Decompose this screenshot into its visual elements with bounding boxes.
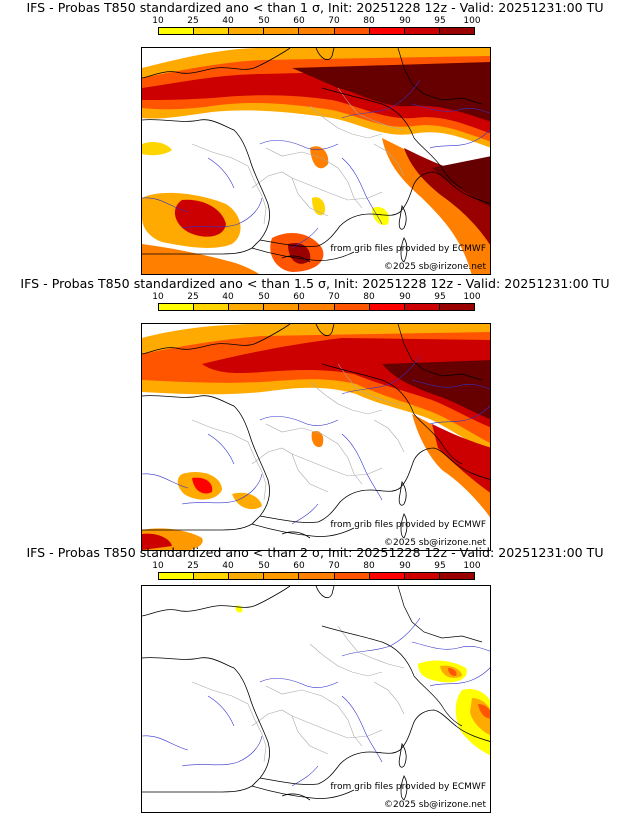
colorbar-tick: 70 [328,292,340,302]
panel-2: IFS - Probas T850 standardized ano < tha… [0,276,630,552]
colorbar-segment [299,573,335,579]
colorbar-bar [158,303,475,311]
colorbar-segment [334,573,370,579]
map-canvas [142,48,490,274]
map-canvas [142,324,490,550]
colorbar-tick: 100 [463,16,481,26]
colorbar-segment [439,304,474,310]
colorbar-tick: 10 [152,16,164,26]
probability-map: from grib files provided by ECMWF ©2025 … [141,47,491,275]
colorbar-segment [334,304,370,310]
colorbar-tick: 10 [152,292,164,302]
colorbar-segment [404,573,440,579]
colorbar-ticks: 10 25 40 50 60 70 80 90 95 100 [152,292,480,302]
colorbar-tick: 25 [187,16,199,26]
colorbar-tick: 80 [363,561,375,571]
colorbar: 10 25 40 50 60 70 80 90 95 100 [152,292,481,316]
colorbar-tick: 70 [328,561,340,571]
colorbar-ticks: 10 25 40 50 60 70 80 90 95 100 [152,16,480,26]
colorbar-tick: 100 [463,292,481,302]
colorbar-tick: 25 [187,561,199,571]
colorbar: 10 25 40 50 60 70 80 90 95 100 [152,16,481,40]
panel-3: IFS - Probas T850 standardized ano < tha… [0,545,630,821]
panel-title: IFS - Probas T850 standardized ano < tha… [26,545,604,560]
colorbar-tick: 90 [399,16,411,26]
probability-field [235,605,490,756]
panel-title: IFS - Probas T850 standardized ano < tha… [26,0,604,15]
colorbar-tick: 40 [222,16,234,26]
panel-title: IFS - Probas T850 standardized ano < tha… [20,276,610,291]
colorbar-segment [299,304,335,310]
colorbar-segment [264,28,300,34]
colorbar-segment [334,28,370,34]
colorbar-segment [159,573,195,579]
colorbar-tick: 70 [328,16,340,26]
colorbar-segment [229,304,265,310]
probability-field [142,324,490,550]
probability-map: from grib files provided by ECMWF ©2025 … [141,323,491,551]
colorbar-segment [229,28,265,34]
colorbar-segment [229,573,265,579]
colorbar-segment [369,28,405,34]
colorbar-segment [369,573,405,579]
colorbar-tick: 40 [222,561,234,571]
colorbar-segment [159,304,195,310]
data-source-credit: from grib files provided by ECMWF [330,782,486,792]
colorbar-tick: 50 [258,292,270,302]
colorbar-tick: 60 [293,292,305,302]
colorbar-ticks: 10 25 40 50 60 70 80 90 95 100 [152,561,480,571]
colorbar-segment [194,304,230,310]
copyright-credit: ©2025 sb@irizone.net [384,800,486,810]
probability-map: from grib files provided by ECMWF ©2025 … [141,585,491,813]
data-source-credit: from grib files provided by ECMWF [330,244,486,254]
colorbar-segment [264,573,300,579]
colorbar-tick: 80 [363,292,375,302]
colorbar-tick: 95 [434,561,446,571]
copyright-credit: ©2025 sb@irizone.net [384,262,486,272]
colorbar-segment [404,304,440,310]
colorbar-tick: 40 [222,292,234,302]
copyright-credit: ©2025 sb@irizone.net [384,538,486,548]
panel-1: IFS - Probas T850 standardized ano < tha… [0,0,630,276]
colorbar-tick: 10 [152,561,164,571]
colorbar-tick: 95 [434,16,446,26]
colorbar-bar [158,572,475,580]
colorbar-bar [158,27,475,35]
colorbar-tick: 60 [293,16,305,26]
data-source-credit: from grib files provided by ECMWF [330,520,486,530]
colorbar-segment [369,304,405,310]
colorbar-tick: 90 [399,561,411,571]
colorbar: 10 25 40 50 60 70 80 90 95 100 [152,561,481,585]
colorbar-tick: 80 [363,16,375,26]
map-canvas [142,586,490,801]
colorbar-segment [439,573,474,579]
probability-field [142,48,490,274]
colorbar-segment [404,28,440,34]
colorbar-segment [194,573,230,579]
colorbar-segment [159,28,195,34]
colorbar-segment [194,28,230,34]
colorbar-segment [264,304,300,310]
colorbar-tick: 25 [187,292,199,302]
colorbar-tick: 95 [434,292,446,302]
colorbar-tick: 100 [463,561,481,571]
colorbar-tick: 50 [258,16,270,26]
colorbar-segment [299,28,335,34]
colorbar-tick: 60 [293,561,305,571]
colorbar-tick: 90 [399,292,411,302]
colorbar-segment [439,28,474,34]
colorbar-tick: 50 [258,561,270,571]
